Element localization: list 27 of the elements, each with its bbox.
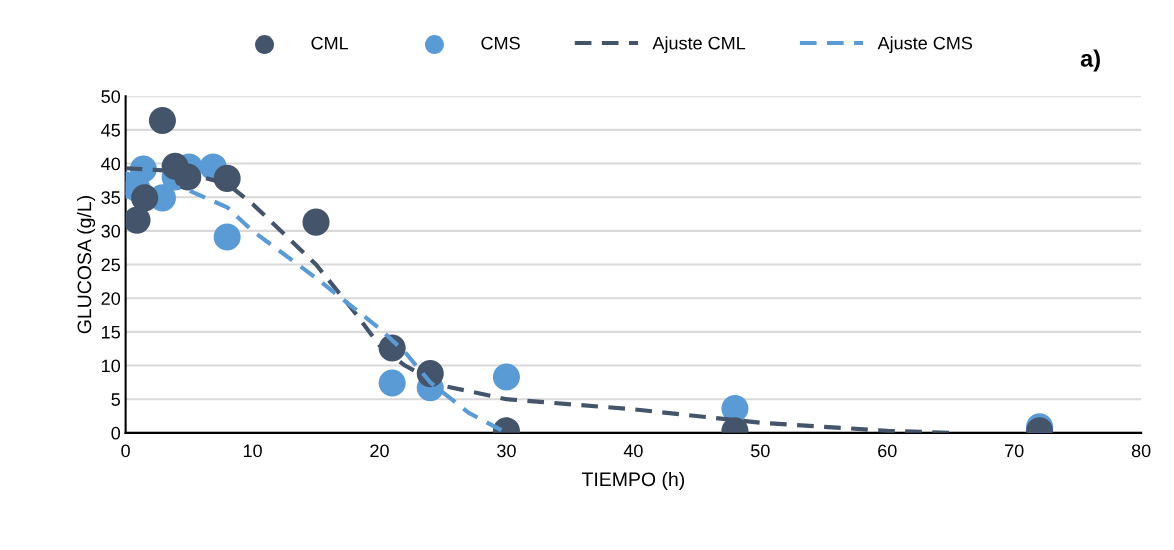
y-tick-label: 30 xyxy=(101,224,121,238)
y-tick-label: 45 xyxy=(101,124,120,137)
legend-label: CML xyxy=(311,36,349,50)
x-tick-label: 0 xyxy=(121,444,130,458)
y-tick-label: 35 xyxy=(101,191,120,204)
x-tick-label: 30 xyxy=(497,444,516,458)
legend-label: CMS xyxy=(481,36,520,50)
legend-label: Ajuste CML xyxy=(652,36,746,54)
y-tick-label: 20 xyxy=(101,292,121,305)
x-tick-label: 60 xyxy=(878,444,897,458)
text: a) xyxy=(1080,49,1100,72)
y-tick-label: 50 xyxy=(101,90,121,103)
x-axis-title: TIEMPO (h) xyxy=(581,471,685,491)
x-tick-label: 50 xyxy=(750,444,770,458)
x-tick-label: 40 xyxy=(623,444,643,458)
x-tick-label: 70 xyxy=(1005,444,1024,458)
x-tick-label: 10 xyxy=(243,444,262,458)
x-tick-label: 80 xyxy=(1131,444,1151,458)
x-tick-label: 20 xyxy=(370,444,389,458)
y-tick-label: 40 xyxy=(101,157,121,171)
legend-label: Ajuste CMS xyxy=(877,36,973,54)
y-tick-label: 5 xyxy=(111,393,120,406)
y-tick-label: 25 xyxy=(101,258,120,272)
y-tick-label: 0 xyxy=(111,426,121,440)
y-tick-label: 10 xyxy=(102,359,121,373)
y-tick-label: 15 xyxy=(102,325,120,339)
y-axis-title: GLUCOSA (g/L) xyxy=(76,196,96,334)
